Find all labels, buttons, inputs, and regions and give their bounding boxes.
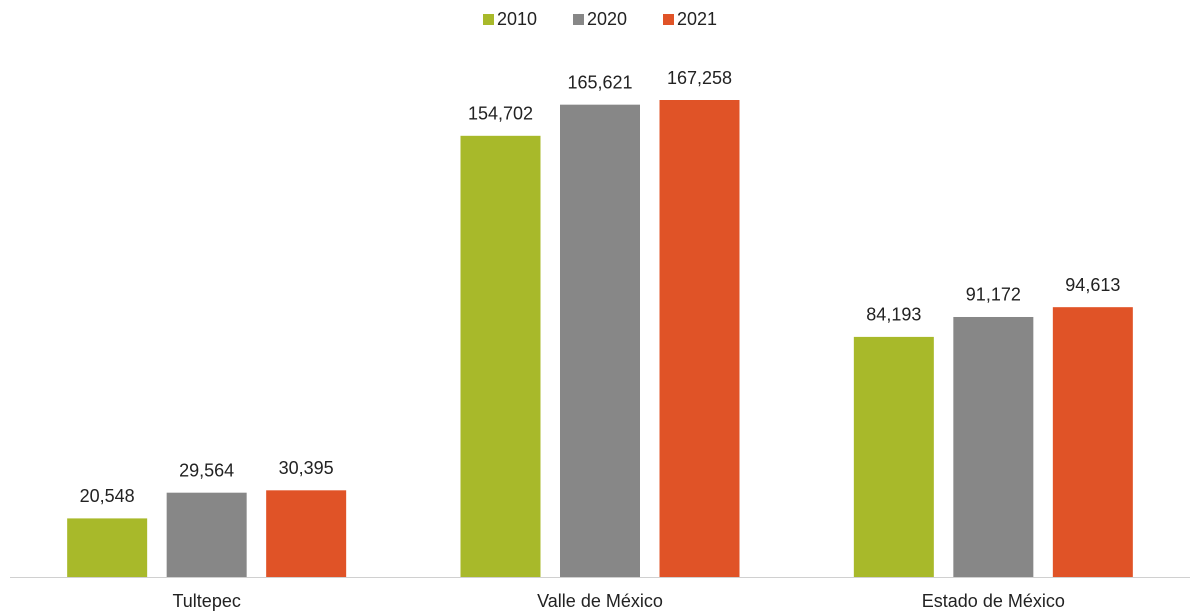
bar — [560, 104, 640, 578]
bar — [67, 518, 148, 577]
bar — [853, 336, 934, 577]
x-tick-label: Tultepec — [172, 591, 240, 611]
data-label: 91,172 — [966, 285, 1021, 305]
data-label: 29,564 — [179, 460, 234, 480]
data-label: 94,613 — [1065, 275, 1120, 295]
bar — [166, 492, 247, 577]
legend-label: 2021 — [677, 9, 717, 29]
legend-label: 2020 — [587, 9, 627, 29]
legend-label: 2010 — [497, 9, 537, 29]
data-label: 84,193 — [866, 305, 921, 325]
x-tick-label: Estado de México — [922, 591, 1065, 611]
x-tick-label: Valle de México — [537, 591, 663, 611]
data-label: 165,621 — [567, 72, 632, 92]
bar — [266, 490, 347, 577]
data-label: 154,702 — [468, 104, 533, 124]
bar — [659, 100, 740, 577]
legend-swatch — [573, 14, 584, 25]
bar — [1052, 307, 1133, 577]
legend-swatch — [663, 14, 674, 25]
bar — [460, 135, 541, 577]
data-label: 30,395 — [279, 458, 334, 478]
data-label: 20,548 — [80, 486, 135, 506]
legend-swatch — [483, 14, 494, 25]
data-label: 167,258 — [667, 68, 732, 88]
bar — [953, 316, 1034, 577]
